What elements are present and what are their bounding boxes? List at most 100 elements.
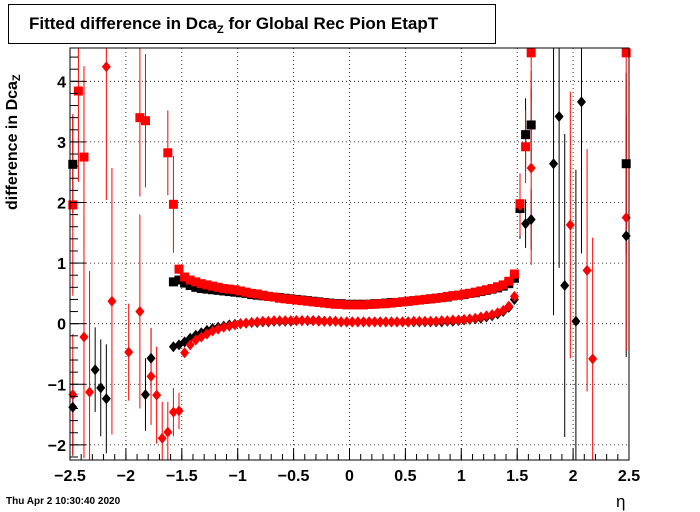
data-point-diamond	[504, 300, 514, 312]
grid-lines	[70, 48, 629, 460]
data-point-square	[526, 48, 536, 58]
x-tick-label: 0	[345, 468, 354, 485]
x-tick-label: −2	[117, 468, 135, 485]
title-box: Fitted difference in DcaZ for Global Rec…	[8, 4, 496, 44]
data-point-square	[68, 159, 78, 169]
data-point-square	[191, 277, 201, 287]
data-point-diamond	[269, 315, 279, 327]
data-point-diamond	[403, 316, 413, 328]
data-point-diamond	[386, 316, 396, 328]
data-point-square	[140, 116, 150, 126]
data-point-diamond	[157, 432, 167, 444]
data-point-diamond	[135, 306, 145, 318]
data-point-diamond	[314, 315, 324, 327]
data-point-square	[431, 293, 441, 303]
chart-title: Fitted difference in DcaZ for Global Rec…	[29, 14, 439, 36]
x-tick-label: 2	[569, 468, 578, 485]
data-point-square	[481, 285, 491, 295]
data-point-diamond	[375, 316, 385, 328]
data-point-square	[509, 269, 519, 279]
data-point-square	[420, 294, 430, 304]
data-point-square	[269, 292, 279, 302]
data-point-square	[303, 296, 313, 306]
data-point-diamond	[68, 389, 78, 401]
data-point-square	[168, 277, 178, 287]
plot-frame	[69, 47, 630, 461]
data-point-square	[314, 297, 324, 307]
data-point-diamond	[146, 370, 156, 382]
data-point-diamond	[286, 315, 296, 327]
data-point-square	[414, 295, 424, 305]
data-point-diamond	[370, 316, 380, 328]
data-point-square	[526, 120, 536, 130]
data-point-diamond	[431, 315, 441, 327]
data-point-diamond	[549, 158, 559, 170]
x-tick-label: −1	[229, 468, 247, 485]
data-point-square	[392, 297, 402, 307]
data-point-diamond	[303, 315, 313, 327]
x-axis-label: η	[616, 492, 626, 511]
data-point-diamond	[280, 315, 290, 327]
data-point-square	[325, 299, 335, 309]
data-point-diamond	[526, 213, 536, 225]
data-point-square	[135, 113, 145, 123]
data-point-square	[476, 286, 486, 296]
data-point-square	[621, 48, 631, 58]
data-point-square	[185, 281, 195, 291]
data-point-square	[319, 298, 329, 308]
data-point-square	[437, 293, 447, 303]
y-tick-label: 4	[57, 74, 66, 91]
data-point-square	[174, 264, 184, 274]
date-stamp: Thu Apr 2 10:30:40 2020	[6, 496, 121, 507]
data-point-diamond	[107, 295, 117, 307]
data-point-diamond	[465, 313, 475, 325]
data-point-square	[459, 289, 469, 299]
data-point-square	[465, 288, 475, 298]
data-point-diamond	[358, 316, 368, 328]
y-tick-label: −2	[48, 438, 66, 455]
data-markers	[68, 48, 631, 444]
x-tick-label: −2.5	[54, 468, 86, 485]
data-point-square	[521, 130, 531, 140]
data-point-square	[247, 288, 257, 298]
data-point-diamond	[258, 315, 268, 327]
y-tick-label: 3	[57, 135, 66, 152]
data-point-diamond	[247, 316, 257, 328]
data-point-diamond	[498, 304, 508, 316]
data-point-diamond	[180, 347, 190, 359]
data-point-square	[454, 290, 464, 300]
data-point-square	[498, 280, 508, 290]
data-point-diamond	[101, 61, 111, 73]
title-rest: for Global Rec Pion EtapT	[223, 14, 439, 33]
data-point-square	[470, 287, 480, 297]
data-point-square	[68, 200, 78, 210]
data-point-diamond	[174, 405, 184, 417]
title-subscript: Z	[216, 24, 224, 36]
data-point-square	[291, 295, 301, 305]
x-tick-label: −0.5	[278, 468, 310, 485]
data-point-square	[375, 299, 385, 309]
data-point-diamond	[448, 314, 458, 326]
data-point-square	[202, 280, 212, 290]
axes: −2.5 −2 −1.5 −1 −0.5 0 0.5 1 1.5 2 2.5 −2 −1 0 1 2 3 4	[48, 56, 640, 485]
ylabel-main: difference in Dca	[4, 81, 21, 210]
data-point-square	[275, 293, 285, 303]
data-point-diamond	[241, 317, 251, 329]
data-point-diamond	[526, 162, 536, 174]
data-point-diamond	[476, 311, 486, 323]
data-point-diamond	[275, 315, 285, 327]
data-point-diamond	[554, 110, 564, 122]
data-point-diamond	[381, 316, 391, 328]
data-point-diamond	[521, 218, 531, 230]
data-point-square	[342, 300, 352, 310]
data-point-diamond	[398, 316, 408, 328]
data-point-square	[213, 282, 223, 292]
data-point-diamond	[571, 315, 581, 327]
data-point-square	[448, 291, 458, 301]
data-point-square	[426, 294, 436, 304]
data-point-square	[381, 299, 391, 309]
data-point-diamond	[353, 316, 363, 328]
x-tick-label: 1	[457, 468, 466, 485]
data-point-diamond	[392, 316, 402, 328]
data-point-square	[504, 276, 514, 286]
